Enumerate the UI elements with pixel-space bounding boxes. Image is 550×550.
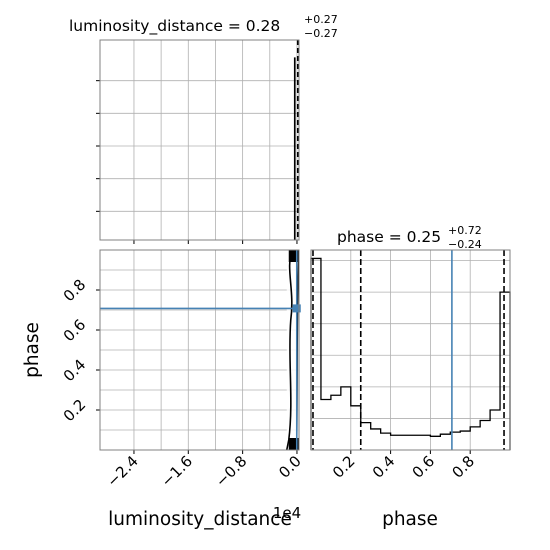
joint-xtick-label-0: −2.4 xyxy=(103,452,141,490)
marginal-luminosity-distance-panel xyxy=(96,39,300,244)
title-phase-plus: +0.72 xyxy=(448,224,482,237)
joint-density-blob-bottom xyxy=(288,438,299,450)
phase-histogram-step xyxy=(310,257,511,450)
x-axis-label-phase: phase xyxy=(382,509,438,530)
joint-ytick-label-0: 0.2 xyxy=(60,396,90,426)
joint-ytick-label-3: 0.8 xyxy=(60,276,90,306)
joint-contour-outer xyxy=(285,249,293,451)
x-axis-offset-luminosity-distance: 1e4 xyxy=(273,504,301,522)
joint-ytick-label-1: 0.4 xyxy=(60,356,90,386)
joint-xtick-label-3: 0.0 xyxy=(275,452,305,482)
joint-truth-marker xyxy=(292,304,301,313)
phase-xtick-label-3: 0.8 xyxy=(448,452,478,482)
phase-marginal-frame xyxy=(310,249,511,451)
phase-xtick-label-1: 0.4 xyxy=(369,452,399,482)
title-phase-base: phase = 0.25 xyxy=(337,228,441,246)
phase-xtick-label-0: 0.2 xyxy=(329,452,359,482)
title-luminosity-distance: luminosity_distance = 0.28 +0.27 −0.27 xyxy=(69,13,338,40)
title-phase-minus: −0.24 xyxy=(448,238,482,251)
phase-xtick-label-2: 0.6 xyxy=(409,452,439,482)
x-axis-label-luminosity-distance: luminosity_distance xyxy=(108,509,292,530)
joint-density-fill xyxy=(286,250,299,450)
joint-ytick-label-2: 0.6 xyxy=(60,316,90,346)
marginal-phase-panel: 0.2 0.4 0.6 0.8 xyxy=(310,249,511,482)
joint-xtick-label-2: −0.8 xyxy=(212,452,250,490)
title-luminosity-distance-base: luminosity_distance = 0.28 xyxy=(69,17,280,36)
y-axis-label-phase: phase xyxy=(22,322,43,378)
title-luminosity-distance-plus: +0.27 xyxy=(304,13,338,26)
joint-xtick-label-1: −1.6 xyxy=(158,452,196,490)
joint-density-panel: −2.4 −1.6 −0.8 0.0 0.2 0.4 0.6 0.8 xyxy=(60,249,305,491)
title-luminosity-distance-minus: −0.27 xyxy=(304,27,338,40)
joint-frame xyxy=(99,249,300,451)
joint-density-blob-top xyxy=(288,250,299,262)
ld-marginal-frame xyxy=(99,39,300,241)
title-phase: phase = 0.25 +0.72 −0.24 xyxy=(337,224,482,251)
